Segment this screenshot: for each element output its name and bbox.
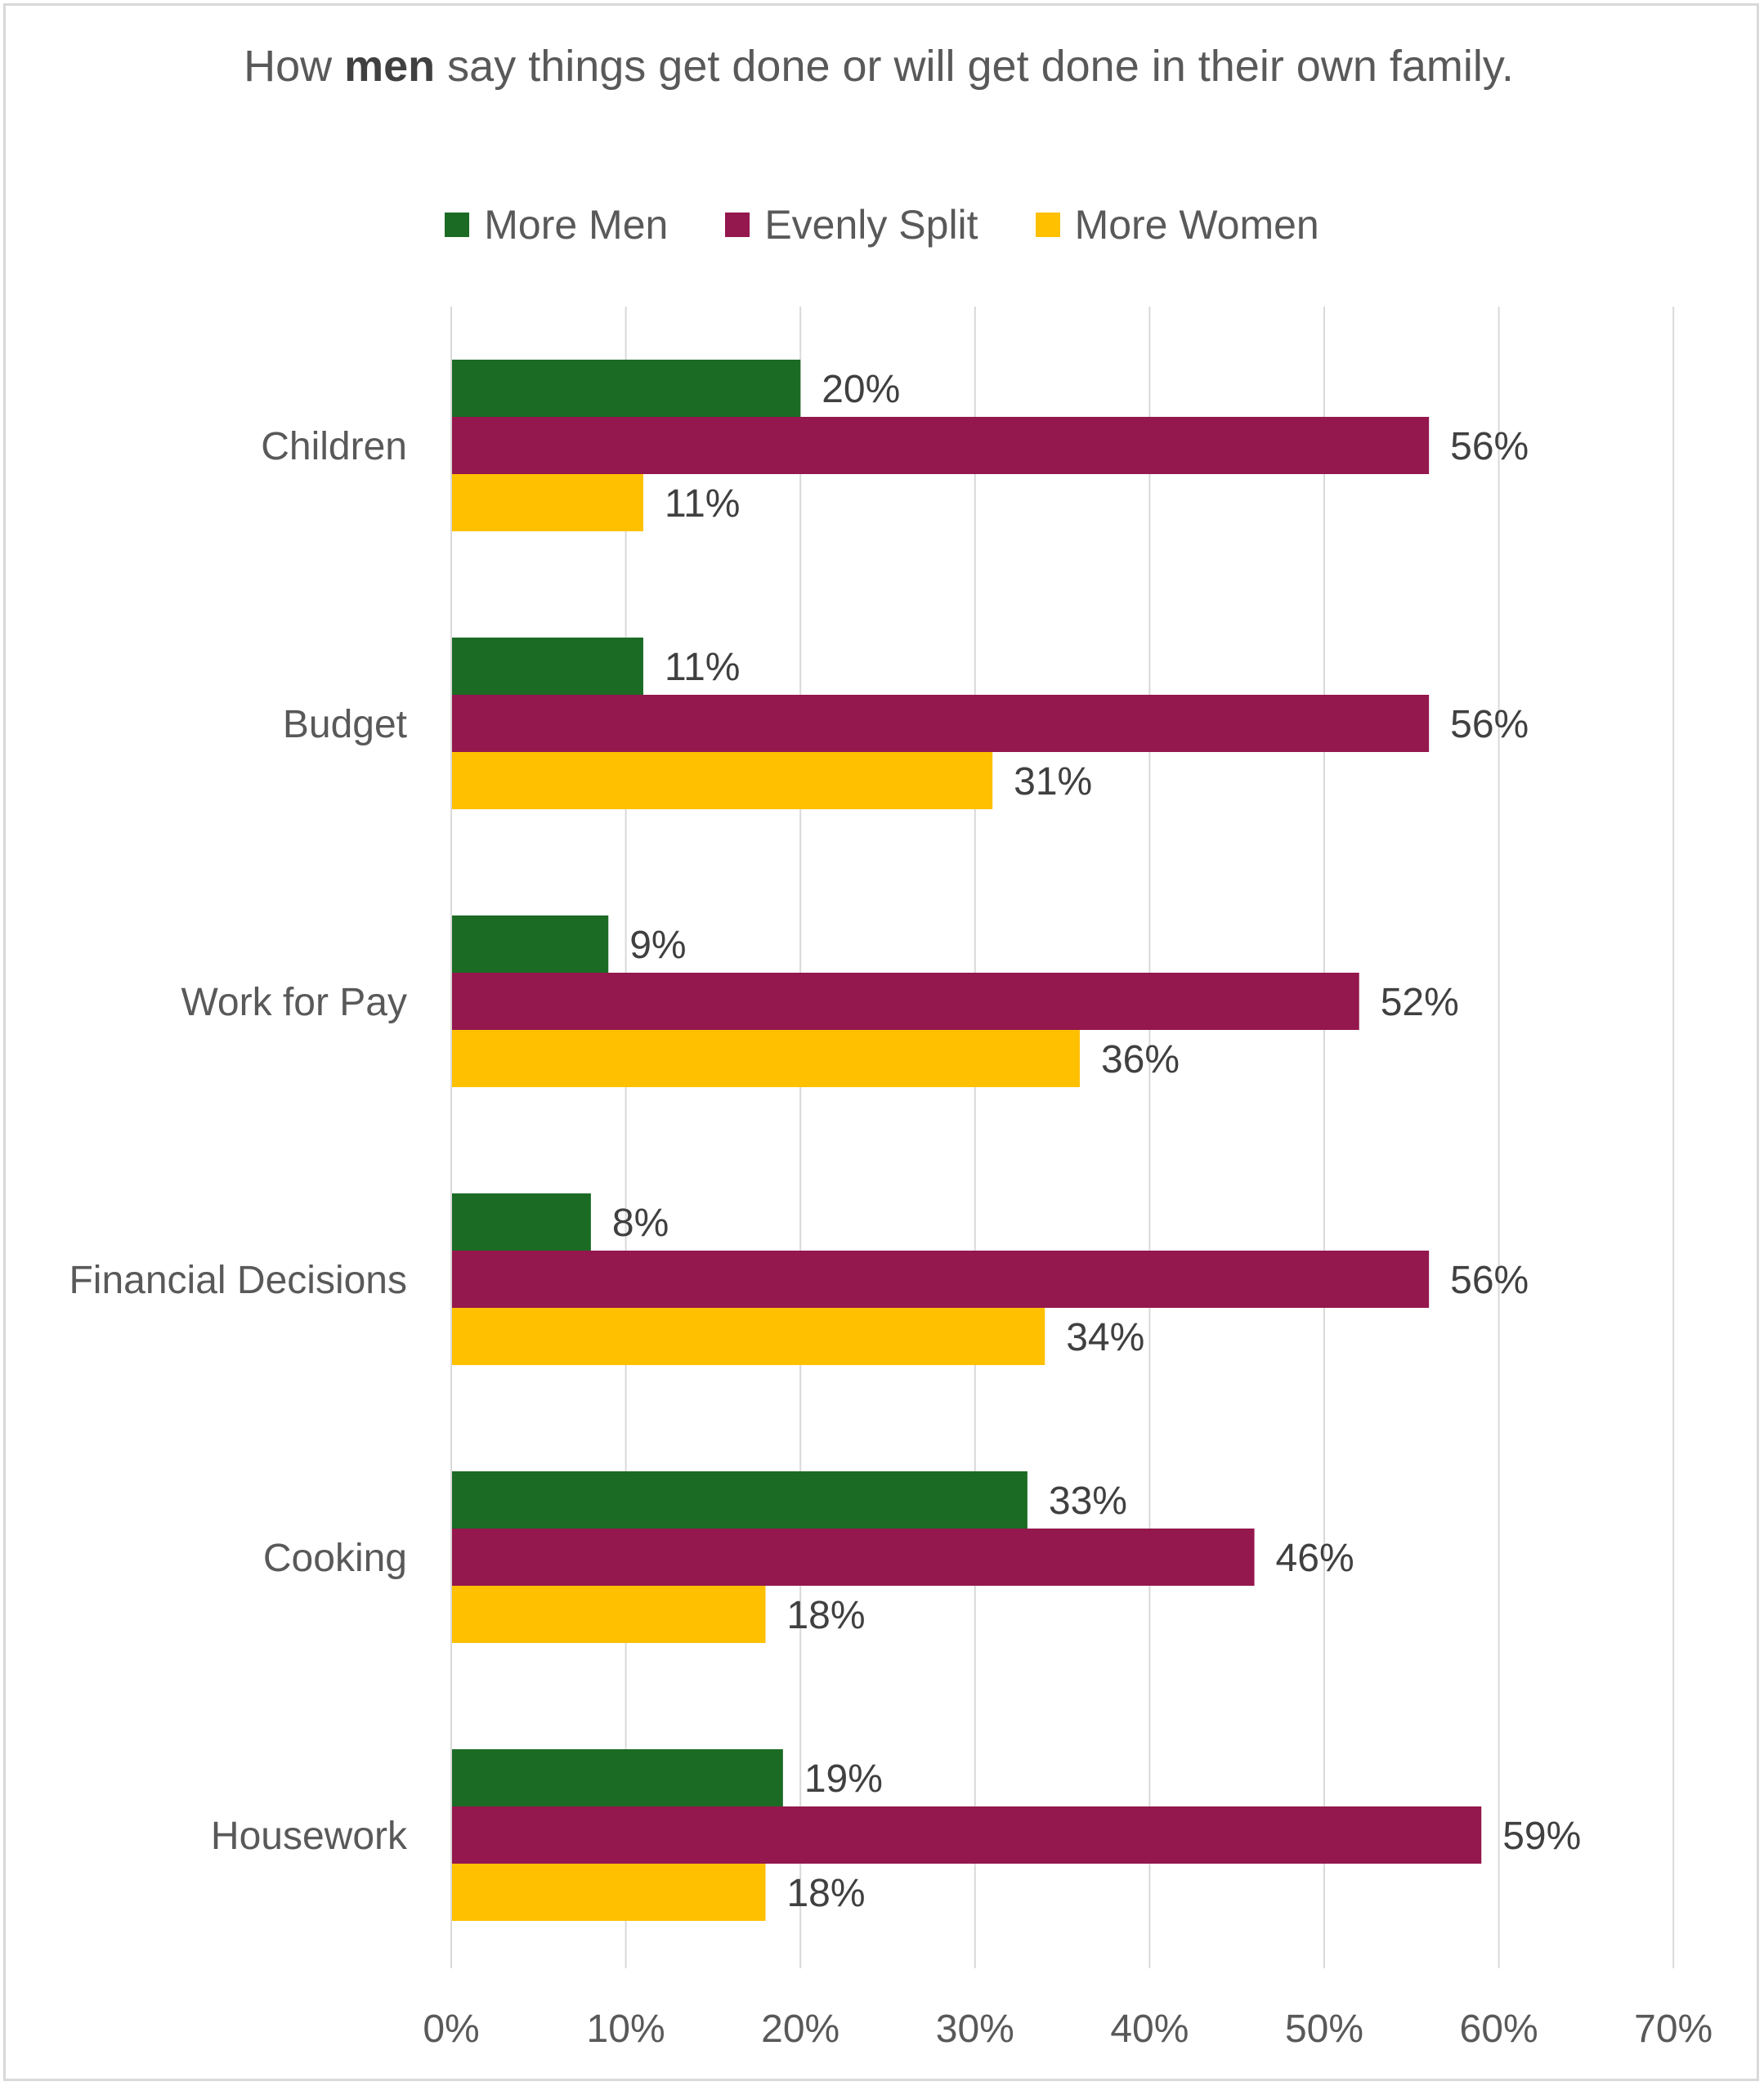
legend-item-more-men: More Men — [445, 201, 668, 248]
category-label-work-for-pay: Work for Pay — [181, 981, 407, 1024]
x-tick-label: 40% — [1110, 2008, 1189, 2051]
data-label-more-women-cooking: 18% — [786, 1594, 865, 1637]
bar-more-women-children — [451, 474, 643, 531]
data-label-evenly-split-work-for-pay: 52% — [1381, 981, 1459, 1024]
data-label-more-men-work-for-pay: 9% — [629, 924, 686, 967]
data-label-more-women-housework: 18% — [786, 1872, 865, 1915]
legend: More Men Evenly Split More Women — [0, 196, 1764, 253]
legend-label-more-men: More Men — [484, 202, 669, 248]
bar-more-women-financial-decisions — [451, 1308, 1045, 1365]
bar-more-men-cooking — [451, 1471, 1028, 1529]
bar-more-women-budget — [451, 752, 993, 809]
bar-evenly-split-work-for-pay — [451, 973, 1359, 1030]
bar-evenly-split-budget — [451, 695, 1430, 752]
bar-more-women-work-for-pay — [451, 1030, 1080, 1087]
category-label-financial-decisions: Financial Decisions — [69, 1259, 407, 1302]
chart-title: How men say things get done or will get … — [188, 33, 1569, 100]
data-label-more-men-cooking: 33% — [1049, 1479, 1127, 1523]
legend-label-more-women: More Women — [1074, 202, 1319, 248]
x-tick-label: 60% — [1460, 2008, 1538, 2051]
data-label-more-women-children: 11% — [665, 482, 741, 526]
bar-more-women-housework — [451, 1864, 766, 1921]
data-label-more-men-housework: 19% — [804, 1757, 883, 1801]
bar-more-men-work-for-pay — [451, 915, 609, 973]
bar-more-women-cooking — [451, 1586, 766, 1643]
bar-more-men-financial-decisions — [451, 1193, 591, 1251]
data-label-more-men-budget: 11% — [665, 646, 741, 689]
legend-swatch-evenly-split — [725, 213, 750, 237]
legend-item-evenly-split: Evenly Split — [725, 201, 978, 248]
bar-evenly-split-cooking — [451, 1529, 1255, 1586]
data-label-evenly-split-financial-decisions: 56% — [1450, 1259, 1529, 1302]
x-tick-label: 0% — [423, 2008, 479, 2051]
data-label-evenly-split-cooking: 46% — [1276, 1537, 1354, 1580]
legend-swatch-more-women — [1035, 213, 1060, 237]
data-label-more-women-work-for-pay: 36% — [1101, 1038, 1180, 1081]
category-label-children: Children — [261, 425, 407, 468]
bar-more-men-children — [451, 360, 801, 417]
x-tick-label: 20% — [761, 2008, 839, 2051]
data-label-evenly-split-children: 56% — [1450, 425, 1529, 468]
x-tick-label: 50% — [1285, 2008, 1363, 2051]
data-label-more-men-financial-decisions: 8% — [612, 1202, 669, 1245]
chart-title-part-1: How — [244, 42, 345, 91]
category-label-housework: Housework — [211, 1815, 408, 1858]
bar-evenly-split-children — [451, 417, 1430, 474]
legend-label-evenly-split: Evenly Split — [764, 202, 978, 248]
chart-title-part-3: say things get done or will get done in … — [435, 42, 1514, 91]
data-label-evenly-split-housework: 59% — [1502, 1815, 1581, 1858]
data-label-more-women-budget: 31% — [1014, 760, 1092, 804]
bar-more-men-housework — [451, 1749, 783, 1806]
bar-more-men-budget — [451, 638, 643, 695]
data-label-evenly-split-budget: 56% — [1450, 703, 1529, 746]
x-tick-label: 70% — [1634, 2008, 1713, 2051]
legend-swatch-more-men — [445, 213, 470, 237]
bar-evenly-split-housework — [451, 1806, 1482, 1864]
legend-item-more-women: More Women — [1035, 201, 1319, 248]
chart-title-emphasis: men — [344, 42, 436, 91]
category-label-budget: Budget — [283, 703, 407, 746]
category-label-cooking: Cooking — [263, 1537, 407, 1580]
x-tick-label: 30% — [936, 2008, 1014, 2051]
data-label-more-women-financial-decisions: 34% — [1066, 1316, 1144, 1359]
data-label-more-men-children: 20% — [822, 368, 900, 411]
x-tick-label: 10% — [587, 2008, 665, 2051]
bar-evenly-split-financial-decisions — [451, 1251, 1430, 1308]
